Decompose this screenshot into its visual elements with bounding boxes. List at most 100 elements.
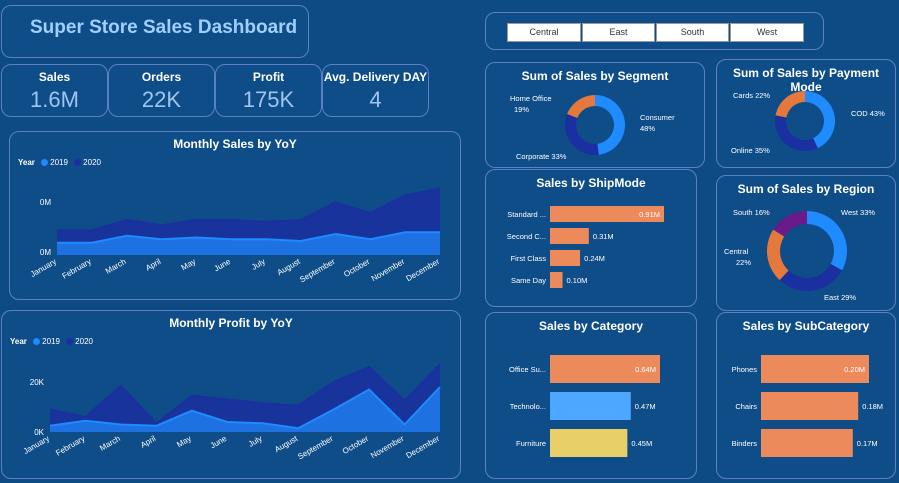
bar bbox=[550, 392, 631, 420]
donut-slice-cards bbox=[775, 91, 805, 118]
y-tick-label: 0M bbox=[40, 198, 51, 207]
region-label-east: East 29% bbox=[824, 293, 856, 302]
kpi-orders-card: Orders 22K bbox=[108, 64, 215, 117]
series-2019-line bbox=[49, 386, 441, 430]
legend-2020-dot bbox=[66, 338, 74, 345]
kpi-delivery-label: Avg. Delivery DAY bbox=[323, 70, 428, 84]
series-2019-line bbox=[57, 231, 440, 244]
region-slicer: Central East South West bbox=[485, 12, 824, 50]
bar-value-label: 0.24M bbox=[584, 254, 605, 263]
monthly-sales-legend: Year 2019 2020 bbox=[18, 158, 101, 167]
slicer-button-central[interactable]: Central bbox=[507, 23, 581, 42]
shipmode-card: Sales by ShipMode Standard ... 0.91M Secon… bbox=[485, 169, 697, 307]
kpi-orders-value: 22K bbox=[141, 87, 182, 112]
series-2020-line bbox=[49, 363, 441, 425]
monthly-sales-title: Monthly Sales by YoY bbox=[173, 137, 297, 151]
bar bbox=[550, 429, 628, 457]
bar-category-label: Chairs bbox=[735, 402, 757, 411]
segment-label-home-office: Home Office bbox=[510, 94, 552, 103]
x-tick-label: May bbox=[175, 434, 193, 449]
segment-label-home-office-pct: 19% bbox=[514, 105, 529, 114]
x-tick-label: August bbox=[276, 257, 303, 278]
donut-slice-cod bbox=[805, 91, 835, 149]
bar-value-label: 0.10M bbox=[567, 276, 588, 285]
legend-2020-label: 2020 bbox=[83, 158, 101, 167]
segment-donut-chart: Home Office 19% Consumer 48% Corporate 3… bbox=[510, 94, 675, 161]
kpi-profit-label: Profit bbox=[252, 70, 285, 84]
segment-label-consumer-pct: 48% bbox=[640, 124, 655, 133]
y-tick-label: 0K bbox=[34, 428, 44, 437]
slicer-button-east[interactable]: East bbox=[582, 23, 655, 42]
donut-slice-east bbox=[779, 264, 843, 291]
bar-category-label: Binders bbox=[732, 439, 758, 448]
x-tick-label: February bbox=[61, 257, 93, 281]
category-card: Sales by Category Office Su... 0.64M Techn… bbox=[485, 312, 697, 479]
bar-category-label: Phones bbox=[732, 365, 758, 374]
kpi-profit-card: Profit 175K bbox=[215, 64, 322, 117]
x-tick-label: July bbox=[247, 434, 264, 449]
legend-2019-label: 2019 bbox=[50, 158, 68, 167]
slicer-button-west[interactable]: West bbox=[730, 23, 804, 42]
bar-value-label: 0.20M bbox=[844, 365, 865, 374]
segment-label-corporate: Corporate 33% bbox=[516, 152, 567, 161]
region-donut-chart: South 16% West 33% Central 22% East 29% bbox=[724, 208, 875, 302]
segment-card: Sum of Sales by Segment Home Office 19% … bbox=[485, 62, 705, 168]
payment-label-cod: COD 43% bbox=[851, 109, 885, 118]
x-tick-label: September bbox=[296, 434, 335, 462]
y-tick-label: 0M bbox=[40, 248, 51, 257]
x-tick-label: July bbox=[250, 257, 267, 272]
x-tick-label: April bbox=[144, 257, 163, 273]
subcategory-card: Sales by SubCategory Phones 0.20M Chairs 0.… bbox=[716, 312, 896, 479]
kpi-orders-label: Orders bbox=[141, 70, 182, 84]
region-label-central: Central bbox=[724, 247, 749, 256]
region-card: Sum of Sales by Region South 16% West 33… bbox=[716, 175, 896, 311]
x-tick-label: October bbox=[341, 434, 370, 456]
region-title: Sum of Sales by Region bbox=[737, 182, 875, 196]
region-label-central-pct: 22% bbox=[736, 258, 751, 267]
bar-category-label: Office Su... bbox=[509, 365, 546, 374]
dashboard-title-card: Super Store Sales Dashboard bbox=[1, 5, 309, 58]
donut-slice-central bbox=[767, 229, 789, 281]
legend-2020-dot bbox=[74, 159, 82, 166]
x-tick-label: March bbox=[98, 434, 122, 453]
bar-value-label: 0.47M bbox=[635, 402, 656, 411]
x-tick-label: May bbox=[180, 257, 198, 272]
region-label-west: West 33% bbox=[841, 208, 875, 217]
donut-slice-west bbox=[807, 211, 847, 271]
kpi-profit-value: 175K bbox=[242, 87, 295, 112]
bar-value-label: 0.18M bbox=[862, 402, 883, 411]
bar-category-label: Furniture bbox=[516, 439, 546, 448]
bar-value-label: 0.91M bbox=[639, 210, 660, 219]
monthly-profit-legend: Year 2019 2020 bbox=[10, 337, 93, 346]
shipmode-bar-chart: Standard ... 0.91M Second C... 0.31M First C… bbox=[507, 206, 664, 288]
category-bar-chart: Office Su... 0.64M Technolo... 0.47M Furnitu… bbox=[509, 355, 660, 457]
bar-value-label: 0.17M bbox=[857, 439, 878, 448]
slicer-button-south[interactable]: South bbox=[656, 23, 729, 42]
bar-value-label: 0.31M bbox=[593, 232, 614, 241]
subcategory-title: Sales by SubCategory bbox=[742, 319, 870, 333]
y-tick-label: 20K bbox=[30, 378, 45, 387]
bar bbox=[550, 206, 664, 222]
payment-label-online: Online 35% bbox=[731, 146, 770, 155]
payment-donut-chart: Cards 22% COD 43% Online 35% bbox=[731, 91, 885, 155]
bar-category-label: First Class bbox=[511, 254, 547, 263]
legend-2020-label: 2020 bbox=[75, 337, 93, 346]
dashboard-title: Super Store Sales Dashboard bbox=[30, 17, 298, 38]
donut-slice-consumer bbox=[595, 95, 626, 155]
x-tick-label: June bbox=[209, 434, 229, 451]
bar bbox=[761, 429, 853, 457]
x-tick-label: March bbox=[104, 257, 128, 276]
bar-category-label: Technolo... bbox=[510, 402, 546, 411]
x-tick-label: November bbox=[369, 434, 406, 460]
region-label-south: South 16% bbox=[733, 208, 770, 217]
segment-label-consumer: Consumer bbox=[640, 113, 675, 122]
legend-2019-dot bbox=[33, 338, 41, 345]
bar-category-label: Standard ... bbox=[507, 210, 546, 219]
legend-2019-dot bbox=[41, 159, 49, 166]
legend-label: Year bbox=[10, 337, 27, 346]
x-tick-label: November bbox=[370, 257, 407, 283]
payment-card: Sum of Sales by Payment Mode Cards 22% C… bbox=[716, 59, 896, 168]
series-2020-line bbox=[57, 187, 441, 232]
